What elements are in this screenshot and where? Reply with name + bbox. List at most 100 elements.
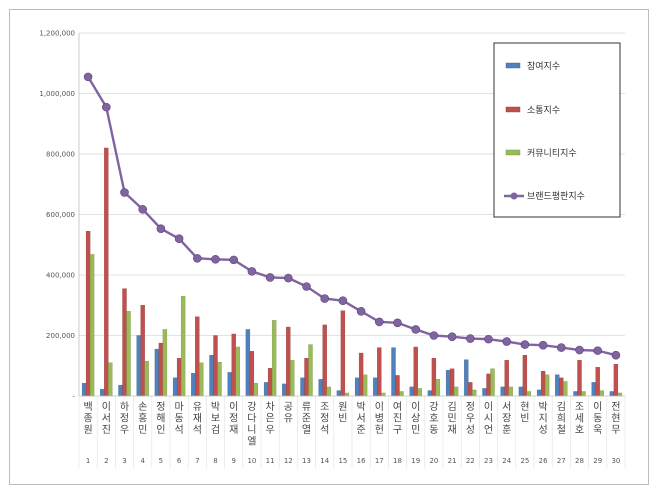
bar-3 [180, 296, 186, 397]
rank-label: 20 [429, 457, 438, 465]
line-point [447, 332, 457, 342]
y-tick-label: 1,200,000 [39, 30, 75, 38]
line-point [393, 318, 402, 328]
bar-3 [417, 388, 422, 397]
bar-2 [267, 368, 273, 397]
bar-3 [162, 329, 168, 397]
bar-2 [140, 305, 145, 397]
legend-swatch [505, 106, 521, 113]
bar-3 [599, 390, 604, 397]
bar-3 [490, 368, 495, 397]
bar-1 [409, 386, 414, 397]
line-point [411, 325, 421, 334]
line-point [193, 254, 202, 263]
rank-label: 11 [266, 457, 275, 465]
bar-3 [381, 392, 386, 397]
legend-label: 브랜드평판지수 [527, 191, 585, 202]
bar-2 [158, 342, 164, 397]
bar-1 [609, 391, 615, 397]
bar-2 [377, 347, 382, 397]
bar-2 [322, 324, 327, 397]
bar-2 [540, 371, 546, 397]
line-point [520, 340, 530, 349]
bar-1 [263, 382, 269, 397]
line-point [156, 224, 166, 234]
line-point [502, 337, 512, 346]
bar-3 [453, 386, 459, 397]
gridlines [79, 32, 625, 336]
line-point [211, 254, 220, 264]
line-point [247, 267, 257, 276]
bar-1 [500, 386, 505, 397]
rank-label: 26 [539, 457, 548, 465]
line-point [356, 306, 366, 316]
bar-3 [344, 392, 350, 397]
bar-1 [464, 359, 469, 397]
bar-3 [126, 311, 131, 397]
line-point [538, 340, 548, 350]
line-point [120, 188, 129, 197]
bar-3 [308, 344, 313, 397]
bar-3 [399, 391, 404, 397]
bar-3 [144, 361, 149, 397]
bar-2 [122, 288, 127, 397]
rank-label: 1 [86, 457, 90, 465]
y-tick-label: - [72, 393, 75, 401]
y-tick-label: 400,000 [46, 272, 75, 280]
rank-label: 14 [320, 457, 329, 465]
bar-1 [245, 329, 251, 397]
bar-2 [431, 358, 437, 397]
rank-label: 21 [448, 457, 457, 465]
bar-2 [213, 335, 218, 397]
line-point [338, 296, 348, 306]
rank-label: 29 [593, 457, 602, 465]
bar-3 [199, 362, 204, 397]
rank-label: 3 [122, 457, 126, 465]
rank-label: 30 [611, 457, 620, 465]
bar-2 [449, 368, 455, 397]
bar-1 [573, 391, 578, 397]
legend-box [493, 42, 621, 218]
bar-2 [613, 364, 619, 397]
bar-3 [544, 374, 550, 397]
rank-label: 9 [231, 457, 235, 465]
bar-1 [518, 386, 524, 397]
rank-label: 13 [302, 457, 311, 465]
line-point [320, 294, 330, 303]
y-tick-label: 800,000 [46, 151, 75, 159]
bar-3 [617, 392, 623, 397]
brand-reputation-chart: - 200,000 400,000 600,000 800,000 1,000,000 1,… [39, 30, 626, 468]
bar-2 [340, 310, 346, 397]
legend-label: 소통지수 [527, 105, 560, 116]
line-point [138, 205, 147, 214]
bar-1 [154, 348, 160, 397]
bar-1 [354, 377, 360, 397]
bar-3 [362, 374, 368, 397]
line-point [102, 102, 111, 112]
bar-1 [536, 389, 542, 397]
legend-label: 커뮤니티지수 [527, 148, 577, 159]
bar-1 [118, 384, 123, 397]
reputation-line [83, 72, 621, 360]
rank-label: 6 [177, 457, 182, 465]
rank-label: 25 [520, 457, 529, 465]
bar-3 [526, 391, 532, 397]
bar-3 [581, 391, 586, 397]
rank-label: 16 [357, 457, 366, 465]
line-point [556, 343, 566, 352]
bar-1 [81, 383, 87, 397]
bar-3 [253, 383, 259, 397]
